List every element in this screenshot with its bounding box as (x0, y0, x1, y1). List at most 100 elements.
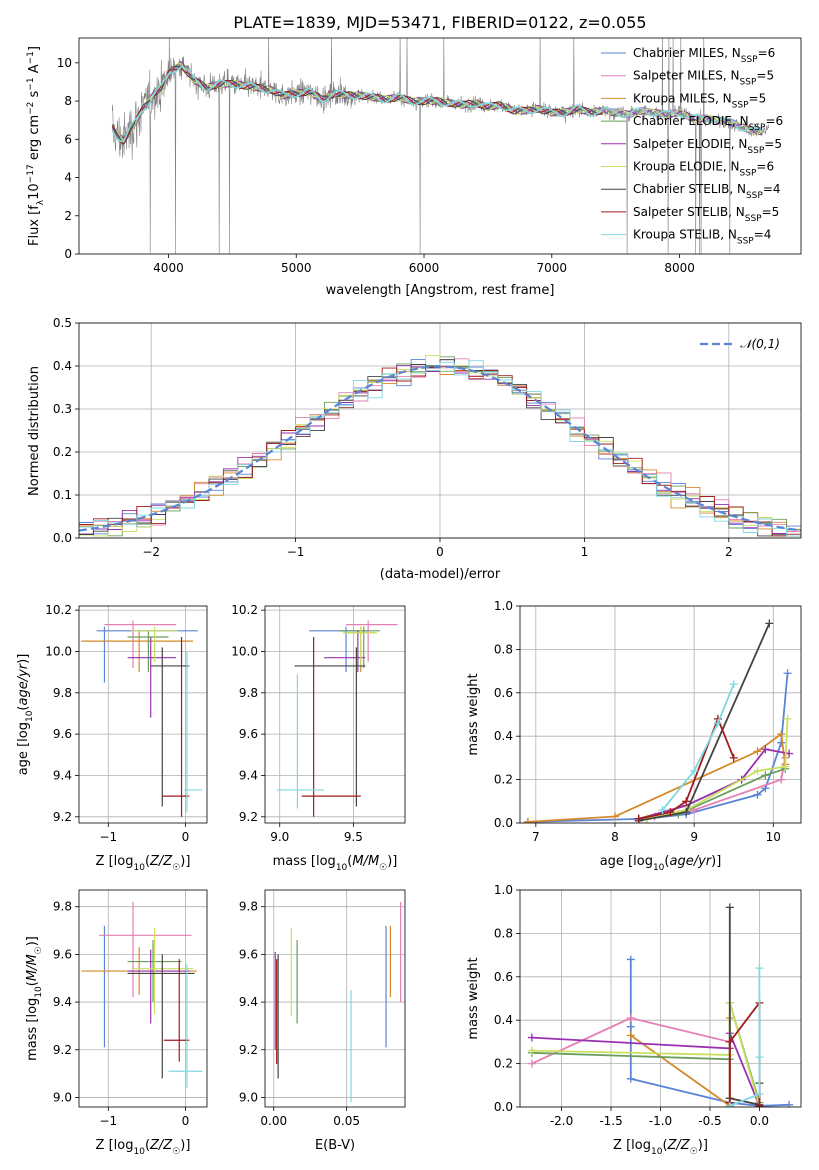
y-axis-label: mass [log10(M/M☉)] (25, 936, 44, 1061)
x-tick-label: 10 (766, 830, 781, 844)
y-tick-label: 8 (64, 94, 72, 108)
y-tick-label: 9.4 (53, 768, 72, 782)
y-axis-label: mass weight (466, 673, 481, 755)
y-tick-label: 0.4 (53, 359, 72, 373)
plot-area (527, 903, 794, 1107)
y-tick-label: 9.2 (239, 1043, 258, 1057)
plot-area (274, 901, 402, 1103)
data-point-marker (634, 814, 643, 823)
legend-entry: Salpeter STELIB, NSSP=5 (633, 205, 779, 224)
y-tick-label: 9.4 (239, 995, 258, 1009)
x-tick-label: -2.0 (550, 1114, 573, 1128)
x-tick-label: 8000 (664, 261, 695, 275)
y-tick-label: 10.2 (45, 603, 72, 617)
x-axis-label: age [log10(age/yr)] (600, 854, 722, 873)
x-tick-label: 7 (532, 830, 540, 844)
y-tick-label: 6 (64, 132, 72, 146)
data-point-marker (725, 1037, 734, 1046)
y-tick-label: 0.1 (53, 488, 72, 502)
data-point-marker (783, 669, 792, 678)
x-tick-label: 9.0 (270, 830, 289, 844)
plot-frame (78, 322, 802, 539)
x-tick-label: 5000 (281, 261, 312, 275)
legend-entry: Chabrier STELIB, NSSP=4 (633, 182, 781, 201)
data-point-marker (729, 753, 738, 762)
y-tick-label: 9.4 (239, 768, 258, 782)
x-tick-label: 0 (182, 830, 190, 844)
y-tick-label: 10.2 (231, 603, 258, 617)
y-tick-label: 9.6 (239, 727, 258, 741)
x-axis-label: (data-model)/error (380, 567, 501, 582)
y-tick-label: 0.0 (494, 816, 513, 830)
legend-entry: Kroupa ELODIE, NSSP=6 (633, 160, 774, 179)
x-tick-label: -0.5 (698, 1114, 721, 1128)
data-point-marker (682, 808, 691, 817)
y-tick-label: 0.8 (494, 926, 513, 940)
plot-area (81, 620, 203, 817)
x-tick-label: 8 (611, 830, 619, 844)
legend-entry: Chabrier ELODIE, NSSP=6 (633, 114, 783, 133)
x-tick-label: 4000 (153, 261, 184, 275)
data-point-marker (690, 766, 699, 775)
data-point-marker (777, 730, 786, 739)
y-tick-label: 9.8 (53, 900, 72, 914)
x-tick-label: -1.0 (649, 1114, 672, 1128)
y-tick-label: 0.6 (494, 970, 513, 984)
mass-weight-line (630, 1018, 731, 1107)
plot-frame (519, 889, 802, 1108)
y-tick-label: 9.0 (239, 1090, 258, 1104)
y-tick-label: 0.4 (494, 1013, 513, 1027)
x-tick-label: 6000 (409, 261, 440, 275)
y-tick-label: 0.2 (494, 773, 513, 787)
legend-entry: Kroupa MILES, NSSP=5 (633, 91, 766, 110)
x-axis-label: E(B-V) (315, 1138, 355, 1153)
data-point-marker (626, 955, 635, 964)
x-tick-label: 0.00 (260, 1114, 287, 1128)
data-point-marker (755, 1053, 764, 1062)
x-tick-label: -1.5 (599, 1114, 622, 1128)
y-tick-label: 0 (64, 247, 72, 261)
data-point-marker (755, 1089, 764, 1098)
plot-frame (264, 889, 406, 1108)
x-tick-label: 0.05 (333, 1114, 360, 1128)
mass-weight-line (527, 732, 787, 823)
data-point-marker (658, 805, 667, 814)
x-tick-label: 1 (581, 545, 589, 559)
legend-entry: Kroupa STELIB, NSSP=4 (633, 228, 771, 247)
y-tick-label: 0.4 (494, 729, 513, 743)
model-spectrum-line (111, 65, 603, 145)
data-point-marker (729, 680, 738, 689)
data-point-marker (753, 790, 762, 799)
data-point-marker (761, 745, 770, 754)
data-point-marker (523, 817, 532, 823)
mass-weight-line (527, 673, 789, 823)
mass-weight-line (661, 683, 735, 811)
data-point-marker (626, 1022, 635, 1031)
x-tick-label: 9 (690, 830, 698, 844)
y-tick-label: 9.2 (239, 810, 258, 824)
mass-vs-metallicity-panel: −1 0 9.0 9.2 9.4 9.6 9.8 Z [log10(Z/Z☉)] mass [l… (25, 889, 208, 1157)
x-tick-label: −1 (99, 830, 117, 844)
age-vs-mass-panel: 9.0 9.5 9.2 9.4 9.6 9.8 10.0 10.2 mass [log10(M/… (231, 603, 406, 873)
y-tick-label: 9.2 (53, 1043, 72, 1057)
x-tick-label: 2 (725, 545, 733, 559)
plot-frame (78, 37, 802, 255)
data-point-marker (755, 964, 764, 973)
y-tick-label: 10.0 (231, 644, 258, 658)
plot-area (79, 354, 801, 537)
y-tick-label: 9.0 (53, 1090, 72, 1104)
y-tick-label: 10 (57, 56, 72, 70)
y-tick-label: 0.0 (494, 1100, 513, 1114)
y-tick-label: 2 (64, 209, 72, 223)
plot-frame (78, 605, 208, 824)
model-spectrum-line (111, 66, 763, 143)
y-axis-label: Normed distribution (27, 366, 42, 496)
x-tick-label: −1 (287, 545, 305, 559)
legend-entry: Salpeter MILES, NSSP=5 (633, 69, 774, 88)
x-tick-label: −2 (142, 545, 160, 559)
y-tick-label: 9.6 (53, 727, 72, 741)
plot-area (111, 38, 770, 254)
data-point-marker (753, 766, 762, 775)
data-point-marker (765, 619, 774, 628)
